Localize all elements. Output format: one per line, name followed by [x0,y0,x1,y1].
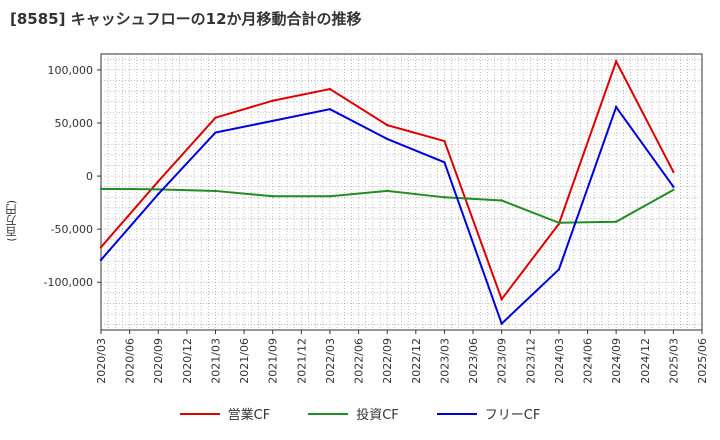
y-tick-label: -100,000 [44,276,93,289]
data-point [672,185,675,188]
data-point [328,108,332,111]
data-point [614,220,618,223]
data-point [672,170,675,174]
data-point [385,189,389,193]
y-tick-label: 100,000 [48,64,94,77]
data-point [557,221,561,224]
data-point [500,298,503,301]
x-tick-label: 2025/06 [696,338,709,384]
legend-label: 営業CF [227,408,271,423]
legend-label: フリーCF [484,408,541,423]
x-tick-label: 2022/06 [353,338,366,384]
data-point [157,188,160,191]
x-tick-label: 2024/09 [610,338,623,384]
data-point [214,189,217,193]
data-point [99,246,103,249]
data-point [500,199,503,202]
y-tick-label: 50,000 [55,117,94,130]
x-tick-label: 2020/06 [124,338,137,384]
data-point [214,116,217,119]
data-point [614,60,618,63]
data-point [557,268,561,271]
data-point [443,139,446,143]
chart-title: [8585] キャッシュフローの12か月移動合計の推移 [10,10,362,28]
x-tick-label: 2023/06 [467,338,480,384]
x-tick-label: 2022/03 [324,338,337,384]
data-point [672,188,675,192]
x-tick-label: 2024/03 [553,338,566,384]
legend-label: 投資CF [356,408,399,423]
data-point [443,161,446,164]
data-point [328,87,332,91]
x-tick-label: 2025/03 [667,338,680,384]
plot-frame [100,53,703,331]
x-tick-label: 2021/03 [209,338,222,384]
x-tick-label: 2020/03 [95,338,108,384]
data-point [157,192,160,196]
data-point [214,131,217,134]
x-tick-label: 2021/09 [267,338,280,384]
data-point [328,195,332,198]
data-point [99,258,103,262]
legend-item: 投資CF [308,404,399,423]
data-point [385,123,389,127]
x-tick-label: 2022/12 [410,338,423,384]
legend: 営業CF 投資CF フリーCF [0,404,720,423]
legend-swatch [308,412,349,415]
data-point [614,105,618,109]
x-tick-label: 2023/09 [496,338,509,384]
data-point [271,119,274,123]
y-tick-label: -50,000 [51,223,93,236]
data-point [385,137,389,141]
x-tick-label: 2024/06 [582,338,595,384]
x-tick-label: 2023/03 [438,338,451,384]
x-tick-label: 2022/09 [381,338,394,384]
x-tick-label: 2024/12 [639,338,652,384]
x-tick-label: 2020/12 [181,338,194,384]
x-tick-label: 2021/06 [238,338,251,384]
legend-item: 営業CF [179,404,271,423]
legend-item: フリーCF [436,404,541,423]
data-point [157,180,160,183]
x-tick-label: 2021/12 [295,338,308,384]
legend-swatch [179,412,220,415]
data-point [443,196,446,199]
legend-swatch [436,412,477,415]
y-tick-label: 0 [86,170,93,183]
data-point [271,99,274,102]
x-tick-label: 2023/12 [524,338,537,384]
data-point [271,195,274,198]
data-point [99,187,103,191]
x-tick-label: 2020/09 [152,338,165,384]
data-point [500,322,503,325]
